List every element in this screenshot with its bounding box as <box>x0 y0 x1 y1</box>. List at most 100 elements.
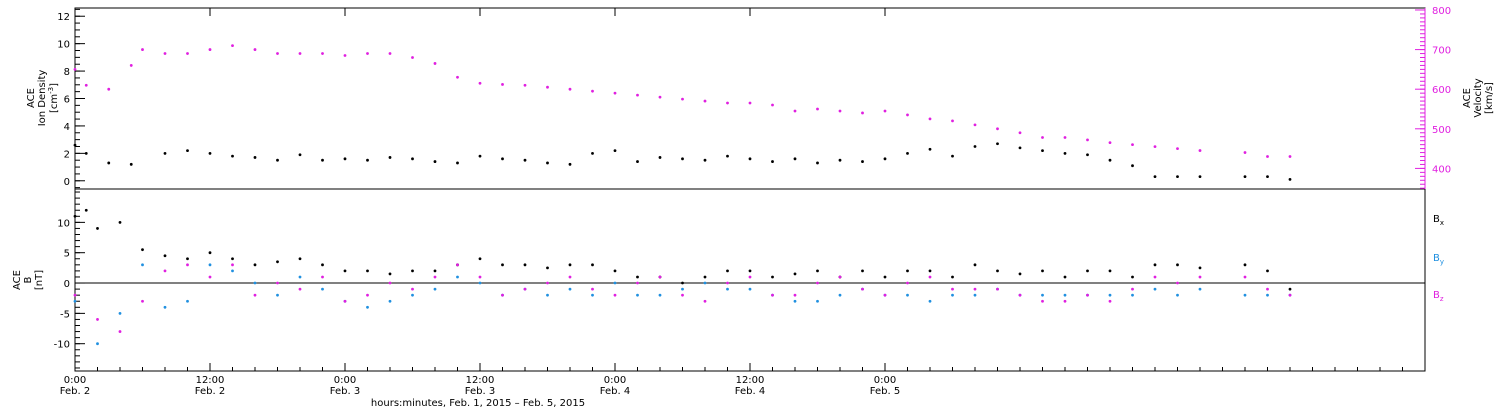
top-velocity-point-17 <box>433 62 437 65</box>
bottom-by-point-7 <box>231 269 234 273</box>
legend-bz: Bz <box>1433 290 1444 303</box>
top-velocity-point-19 <box>478 81 482 85</box>
top-density-point-53 <box>1288 178 1292 181</box>
top-velocity-point-1 <box>84 83 88 87</box>
top-velocity-point-18 <box>456 75 459 79</box>
top-left-tick-label-2: 4 <box>64 122 70 133</box>
top-right-tick-label-4: 800 <box>1432 6 1451 17</box>
top-velocity-point-46 <box>1086 138 1089 142</box>
top-velocity-point-36 <box>861 111 864 115</box>
bottom-by-point-26 <box>658 293 662 297</box>
top-density-point-16 <box>433 160 437 163</box>
bottom-left-tick-label-3: 5 <box>64 249 70 260</box>
bottom-bx-point-52 <box>1243 263 1247 267</box>
bottom-by-point-8 <box>253 281 257 285</box>
top-density-point-48 <box>1153 175 1157 179</box>
top-left-tick-label-3: 6 <box>64 95 70 106</box>
bottom-bz-point-52 <box>1266 287 1269 291</box>
bottom-by-point-37 <box>906 293 909 297</box>
top-left-title-line1: ACE <box>26 88 37 108</box>
bottom-bz-point-29 <box>726 281 729 285</box>
top-density-point-39 <box>951 154 954 158</box>
bottom-bz-point-35 <box>861 287 864 291</box>
bottom-bz-point-36 <box>883 293 887 297</box>
legend-bz-name: B <box>1433 290 1440 301</box>
top-density-point-14 <box>388 156 392 159</box>
bottom-bx-point-34 <box>816 269 819 273</box>
bottom-by-point-14 <box>388 299 392 303</box>
bottom-bx-point-50 <box>1176 263 1179 267</box>
bottom-left-axis: -10 -5 0 5 10 <box>54 191 85 369</box>
bottom-bz-point-42 <box>1018 293 1022 297</box>
x-tick-date-2: Feb. 3 <box>330 386 360 397</box>
bottom-bz-point-12 <box>343 299 347 303</box>
bottom-by-point-3 <box>141 263 144 267</box>
bottom-bz-point-2 <box>118 330 122 333</box>
bottom-bz-point-45 <box>1086 293 1089 297</box>
bottom-left-tick-label-0: -10 <box>54 340 70 351</box>
bottom-by-point-2 <box>118 311 122 315</box>
top-density-point-30 <box>748 157 752 161</box>
bottom-bz-point-13 <box>366 293 369 297</box>
bottom-bz-point-8 <box>253 293 257 297</box>
bottom-bx-point-6 <box>186 257 189 261</box>
bottom-bx-point-53 <box>1266 269 1269 273</box>
top-velocity-point-4 <box>141 48 144 51</box>
top-velocity-point-54 <box>1288 155 1292 158</box>
bottom-bx-point-5 <box>163 254 167 258</box>
bottom-bz-point-25 <box>636 281 639 285</box>
bottom-by-point-47 <box>1131 293 1134 297</box>
top-velocity-point-47 <box>1108 141 1112 145</box>
top-density-point-12 <box>343 157 347 161</box>
bottom-by-point-49 <box>1176 293 1179 297</box>
bottom-bz-point-26 <box>658 275 662 279</box>
top-right-tick-label-1: 500 <box>1432 125 1451 136</box>
bottom-by-point-40 <box>973 293 977 297</box>
bottom-by-point-15 <box>411 293 414 297</box>
top-velocity-point-52 <box>1243 151 1247 154</box>
bottom-bx-point-17 <box>433 269 437 273</box>
top-density-point-6 <box>208 151 212 155</box>
bottom-by-point-24 <box>613 281 617 285</box>
bottom-bx-point-15 <box>388 272 392 276</box>
bottom-bz-point-19 <box>501 293 504 297</box>
top-density-point-23 <box>591 151 594 155</box>
bottom-by-point-39 <box>951 293 954 297</box>
bottom-bz-point-32 <box>793 293 797 297</box>
top-series-group <box>73 44 1292 181</box>
bottom-bz-point-6 <box>208 275 212 279</box>
top-density-point-13 <box>366 158 369 162</box>
top-left-unit-sup: -3 <box>47 87 55 94</box>
top-right-title-line1: ACE <box>1462 88 1473 108</box>
bottom-bz-point-41 <box>996 287 999 291</box>
bottom-bx-point-14 <box>366 269 369 273</box>
bottom-bz-point-48 <box>1153 275 1157 279</box>
bottom-bz-point-17 <box>456 263 459 267</box>
bottom-bx-point-43 <box>1018 272 1022 276</box>
bottom-bz-point-23 <box>591 287 594 291</box>
bottom-bx-point-42 <box>996 269 999 273</box>
bottom-bx-point-41 <box>973 263 977 267</box>
top-velocity-point-6 <box>186 52 189 55</box>
top-velocity-point-49 <box>1153 145 1157 149</box>
top-density-point-18 <box>478 154 482 158</box>
bottom-by-point-33 <box>816 299 819 303</box>
bottom-bx-point-32 <box>771 275 774 279</box>
top-density-point-10 <box>298 153 302 157</box>
top-velocity-point-14 <box>366 52 369 55</box>
bottom-bz-point-51 <box>1243 275 1247 279</box>
x-tick-time-3: 12:00 <box>466 375 495 386</box>
bottom-bx-point-21 <box>523 263 527 267</box>
bottom-bz-point-46 <box>1108 299 1112 303</box>
top-velocity-point-5 <box>163 52 167 55</box>
top-density-point-51 <box>1243 175 1247 179</box>
bottom-by-point-27 <box>681 287 684 291</box>
bottom-bx-point-11 <box>298 257 302 261</box>
bottom-bz-point-3 <box>141 299 144 303</box>
top-velocity-point-38 <box>906 113 909 117</box>
bottom-bz-point-34 <box>838 275 842 279</box>
bottom-bz-point-28 <box>703 299 707 303</box>
bottom-bx-point-0 <box>73 214 77 218</box>
bottom-bz-point-10 <box>298 287 302 291</box>
